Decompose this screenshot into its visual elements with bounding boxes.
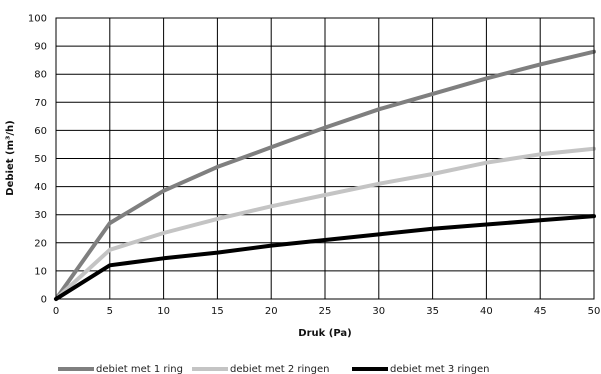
y-tick-label-4: 40 (34, 182, 47, 193)
x-tick-label-4: 20 (265, 306, 278, 317)
x-tick-label-3: 15 (211, 306, 224, 317)
x-tick-label-0: 0 (53, 306, 59, 317)
y-tick-labels: 0 10 20 30 40 50 60 70 80 90 100 (28, 14, 47, 306)
legend-label-3: debiet met 3 ringen (390, 364, 489, 374)
y-axis-label: Debiet (m³/h) (5, 120, 16, 195)
y-tick-label-6: 60 (34, 126, 47, 137)
y-tick-label-3: 30 (34, 210, 47, 221)
x-axis-label: Druk (Pa) (298, 328, 351, 339)
y-tick-label-0: 0 (41, 295, 47, 306)
series-line-1 (54, 49, 596, 301)
legend-item-2: debiet met 2 ringen (192, 364, 329, 374)
y-tick-label-8: 80 (34, 70, 47, 81)
y-tick-label-2: 20 (34, 238, 47, 249)
plot-frame (55, 17, 595, 300)
y-tick-label-9: 90 (34, 42, 47, 53)
x-tick-labels: 0 5 10 15 20 25 30 35 40 45 50 (53, 306, 601, 317)
x-tick-label-6: 30 (372, 306, 385, 317)
x-tick-label-10: 50 (588, 306, 601, 317)
legend-label-2: debiet met 2 ringen (230, 364, 329, 374)
legend-item-3: debiet met 3 ringen (352, 364, 489, 374)
x-tick-label-1: 5 (107, 306, 113, 317)
legend-label-1: debiet met 1 ring (96, 364, 183, 374)
series-line-2 (54, 146, 596, 301)
legend-item-1: debiet met 1 ring (58, 364, 183, 374)
x-tick-label-2: 10 (157, 306, 170, 317)
x-tick-label-7: 35 (426, 306, 439, 317)
x-tick-label-8: 40 (480, 306, 493, 317)
y-tick-label-7: 70 (34, 98, 47, 109)
y-tick-label-10: 100 (28, 14, 47, 25)
x-tick-label-9: 45 (534, 306, 547, 317)
y-tick-label-5: 50 (34, 154, 47, 165)
x-tick-label-5: 25 (319, 306, 332, 317)
legend: debiet met 1 ring debiet met 2 ringen de… (58, 364, 489, 374)
series-line-3 (54, 214, 596, 301)
y-tick-label-1: 10 (34, 266, 47, 277)
series-layer (54, 49, 596, 301)
